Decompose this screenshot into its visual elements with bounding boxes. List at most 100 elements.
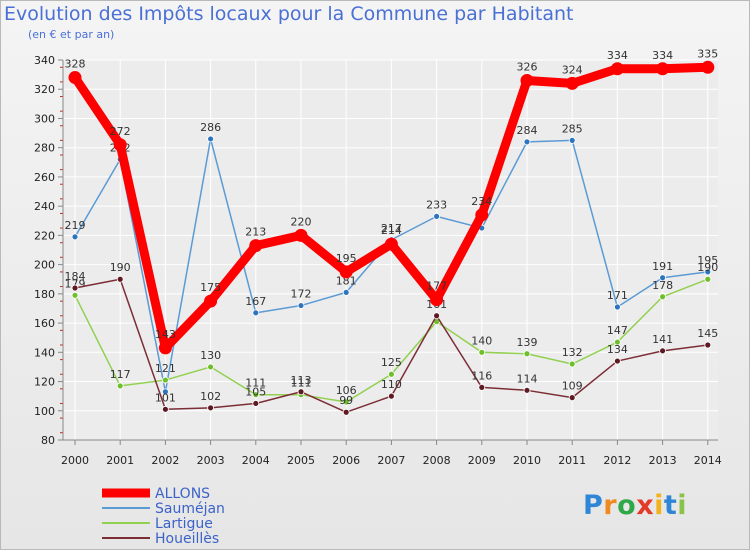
data-label: 190 bbox=[110, 261, 131, 274]
data-point bbox=[659, 293, 666, 301]
data-label: 113 bbox=[291, 374, 312, 387]
data-label: 326 bbox=[517, 60, 538, 73]
data-label: 190 bbox=[697, 261, 718, 274]
data-label: 111 bbox=[291, 377, 312, 390]
data-point bbox=[71, 233, 79, 241]
y-tick-label: 160 bbox=[34, 317, 55, 330]
data-point bbox=[523, 386, 531, 394]
x-tick-label: 2004 bbox=[242, 454, 270, 467]
data-point bbox=[252, 391, 260, 399]
logo-letter: i bbox=[677, 490, 688, 521]
data-label: 147 bbox=[607, 324, 628, 337]
data-point bbox=[158, 341, 172, 355]
data-label: 217 bbox=[381, 222, 402, 235]
data-point bbox=[342, 408, 350, 416]
data-point bbox=[71, 291, 79, 299]
data-point bbox=[568, 136, 576, 144]
data-point bbox=[207, 135, 215, 143]
data-point bbox=[704, 341, 712, 349]
data-point bbox=[161, 405, 169, 413]
data-label: 234 bbox=[471, 195, 492, 208]
data-label: 105 bbox=[245, 385, 266, 398]
data-point bbox=[568, 360, 576, 368]
data-point bbox=[475, 208, 489, 222]
x-tick-label: 2014 bbox=[694, 454, 722, 467]
data-point bbox=[339, 265, 353, 279]
y-tick-label: 320 bbox=[34, 83, 55, 96]
data-label: 101 bbox=[155, 391, 176, 404]
data-point bbox=[520, 73, 534, 87]
data-label: 334 bbox=[607, 49, 628, 62]
data-label: 132 bbox=[562, 346, 583, 359]
data-point bbox=[430, 293, 444, 307]
data-point bbox=[116, 382, 124, 390]
data-label: 220 bbox=[291, 215, 312, 228]
x-tick-label: 2010 bbox=[513, 454, 541, 467]
data-label: 233 bbox=[426, 198, 447, 211]
data-label: 102 bbox=[200, 390, 221, 403]
data-point bbox=[207, 363, 215, 371]
data-label: 109 bbox=[562, 380, 583, 393]
data-point bbox=[113, 138, 127, 152]
data-label: 214 bbox=[381, 224, 402, 237]
data-label: 134 bbox=[607, 343, 628, 356]
data-label: 110 bbox=[381, 378, 402, 391]
data-point bbox=[387, 370, 395, 378]
x-tick-label: 2009 bbox=[468, 454, 496, 467]
data-label: 117 bbox=[110, 368, 131, 381]
logo-letter: r bbox=[603, 490, 618, 521]
y-tick-label: 180 bbox=[34, 288, 55, 301]
x-tick-label: 2006 bbox=[332, 454, 360, 467]
chart-title: Evolution des Impôts locaux pour la Comm… bbox=[4, 3, 574, 25]
y-tick-label: 220 bbox=[34, 229, 55, 242]
data-label: 111 bbox=[245, 377, 266, 390]
data-point bbox=[294, 228, 308, 242]
data-point bbox=[207, 404, 215, 412]
data-label: 178 bbox=[652, 279, 673, 292]
data-label: 272 bbox=[110, 125, 131, 138]
data-label: 143 bbox=[155, 328, 176, 341]
data-point bbox=[565, 76, 579, 90]
data-label: 195 bbox=[336, 252, 357, 265]
y-tick-label: 300 bbox=[34, 112, 55, 125]
logo-letter: o bbox=[617, 490, 637, 521]
data-label: 213 bbox=[245, 226, 266, 239]
data-point bbox=[71, 284, 79, 292]
data-label: 335 bbox=[697, 47, 718, 60]
data-label: 175 bbox=[200, 281, 221, 294]
logo-letter: i bbox=[654, 490, 664, 521]
data-label: 99 bbox=[339, 394, 353, 407]
data-point bbox=[523, 350, 531, 358]
logo-letter: P bbox=[583, 490, 604, 521]
data-label: 141 bbox=[652, 333, 673, 346]
y-tick-label: 200 bbox=[34, 259, 55, 272]
data-point bbox=[523, 138, 531, 146]
data-point bbox=[252, 309, 260, 317]
legend-label: Sauméjan bbox=[155, 501, 225, 517]
data-point bbox=[161, 388, 169, 396]
data-point bbox=[342, 398, 350, 406]
data-point bbox=[297, 302, 305, 309]
data-point bbox=[297, 388, 305, 396]
data-label: 177 bbox=[426, 280, 447, 293]
data-label: 114 bbox=[517, 372, 538, 385]
data-point bbox=[252, 400, 260, 407]
data-point bbox=[342, 288, 350, 296]
data-label: 145 bbox=[697, 327, 718, 340]
data-label: 328 bbox=[65, 58, 86, 71]
data-point bbox=[387, 392, 395, 400]
legend-label: ALLONS bbox=[155, 486, 210, 502]
data-point bbox=[478, 348, 486, 356]
data-point bbox=[204, 294, 218, 308]
y-tick-label: 260 bbox=[34, 171, 55, 184]
proxiti-logo: Proxiti bbox=[583, 490, 687, 521]
x-tick-label: 2001 bbox=[106, 454, 134, 467]
data-label: 219 bbox=[65, 219, 86, 232]
data-point bbox=[704, 268, 712, 276]
data-label: 139 bbox=[517, 336, 538, 349]
data-label: 334 bbox=[652, 49, 673, 62]
data-point bbox=[610, 62, 624, 76]
data-point bbox=[704, 275, 712, 283]
logo-letter: x bbox=[636, 490, 655, 521]
